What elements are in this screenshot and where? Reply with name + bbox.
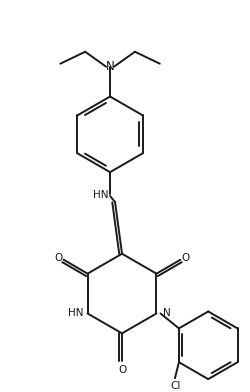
Text: N: N bbox=[106, 60, 114, 73]
Text: O: O bbox=[181, 253, 190, 263]
Text: Cl: Cl bbox=[171, 381, 181, 391]
Text: O: O bbox=[118, 365, 126, 375]
Text: HN: HN bbox=[92, 190, 108, 200]
Text: HN: HN bbox=[68, 309, 83, 318]
Text: N: N bbox=[164, 309, 171, 318]
Text: O: O bbox=[54, 253, 63, 263]
